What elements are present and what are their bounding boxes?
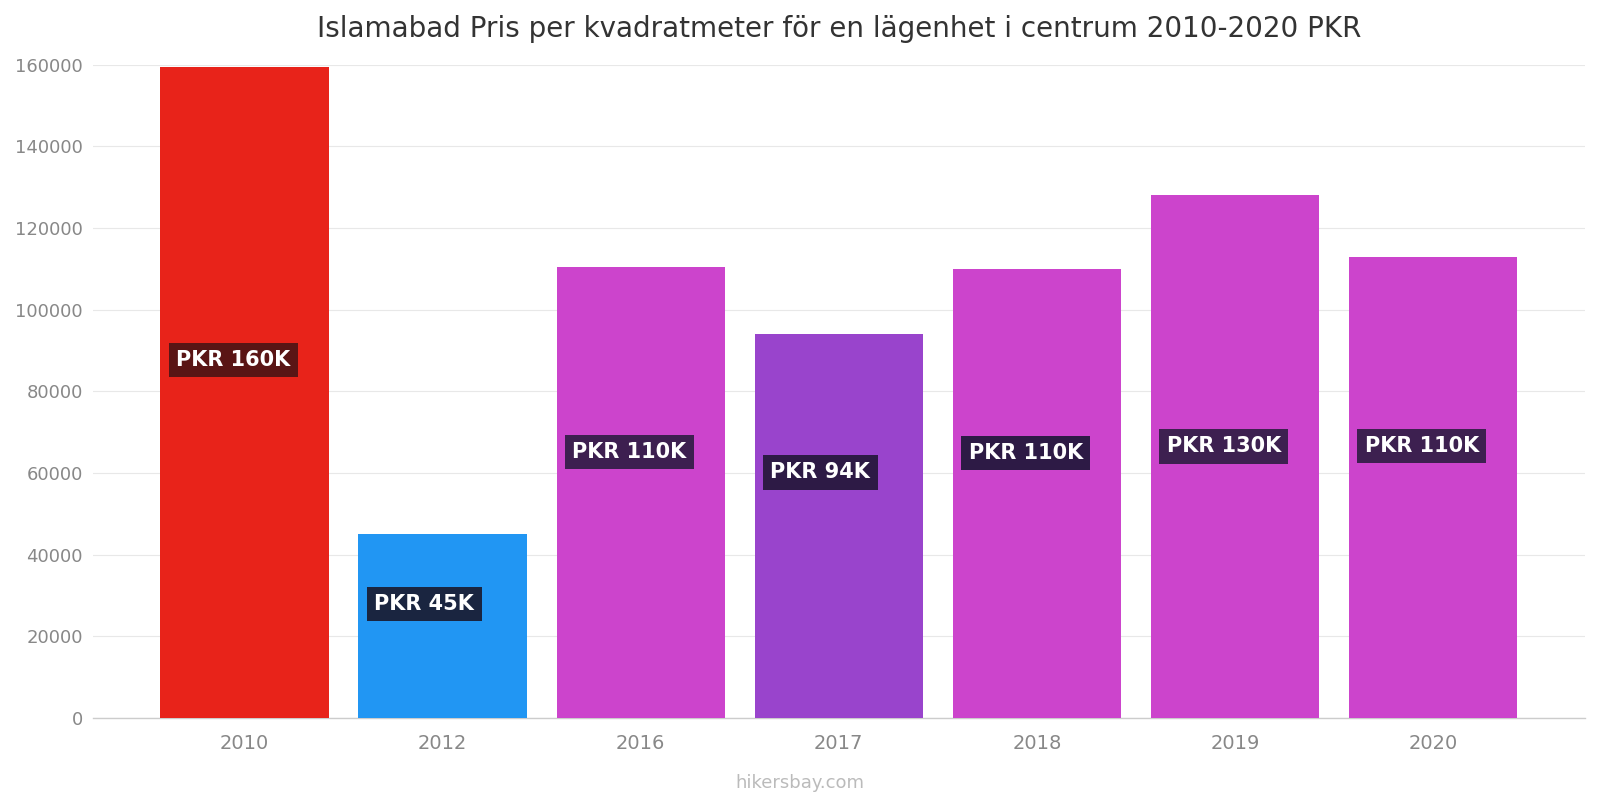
Text: PKR 110K: PKR 110K: [1365, 436, 1478, 456]
Text: PKR 110K: PKR 110K: [573, 442, 686, 462]
Title: Islamabad Pris per kvadratmeter för en lägenhet i centrum 2010-2020 PKR: Islamabad Pris per kvadratmeter för en l…: [317, 15, 1362, 43]
Bar: [358, 534, 526, 718]
Text: PKR 160K: PKR 160K: [176, 350, 291, 370]
Bar: [1150, 195, 1318, 718]
Text: PKR 94K: PKR 94K: [771, 462, 870, 482]
Text: PKR 45K: PKR 45K: [374, 594, 474, 614]
Bar: [1349, 257, 1517, 718]
Text: hikersbay.com: hikersbay.com: [736, 774, 864, 792]
Bar: [952, 269, 1122, 718]
Text: PKR 130K: PKR 130K: [1166, 436, 1282, 456]
Bar: [160, 67, 328, 718]
Bar: [755, 334, 923, 718]
Bar: [557, 267, 725, 718]
Text: PKR 110K: PKR 110K: [968, 443, 1083, 463]
